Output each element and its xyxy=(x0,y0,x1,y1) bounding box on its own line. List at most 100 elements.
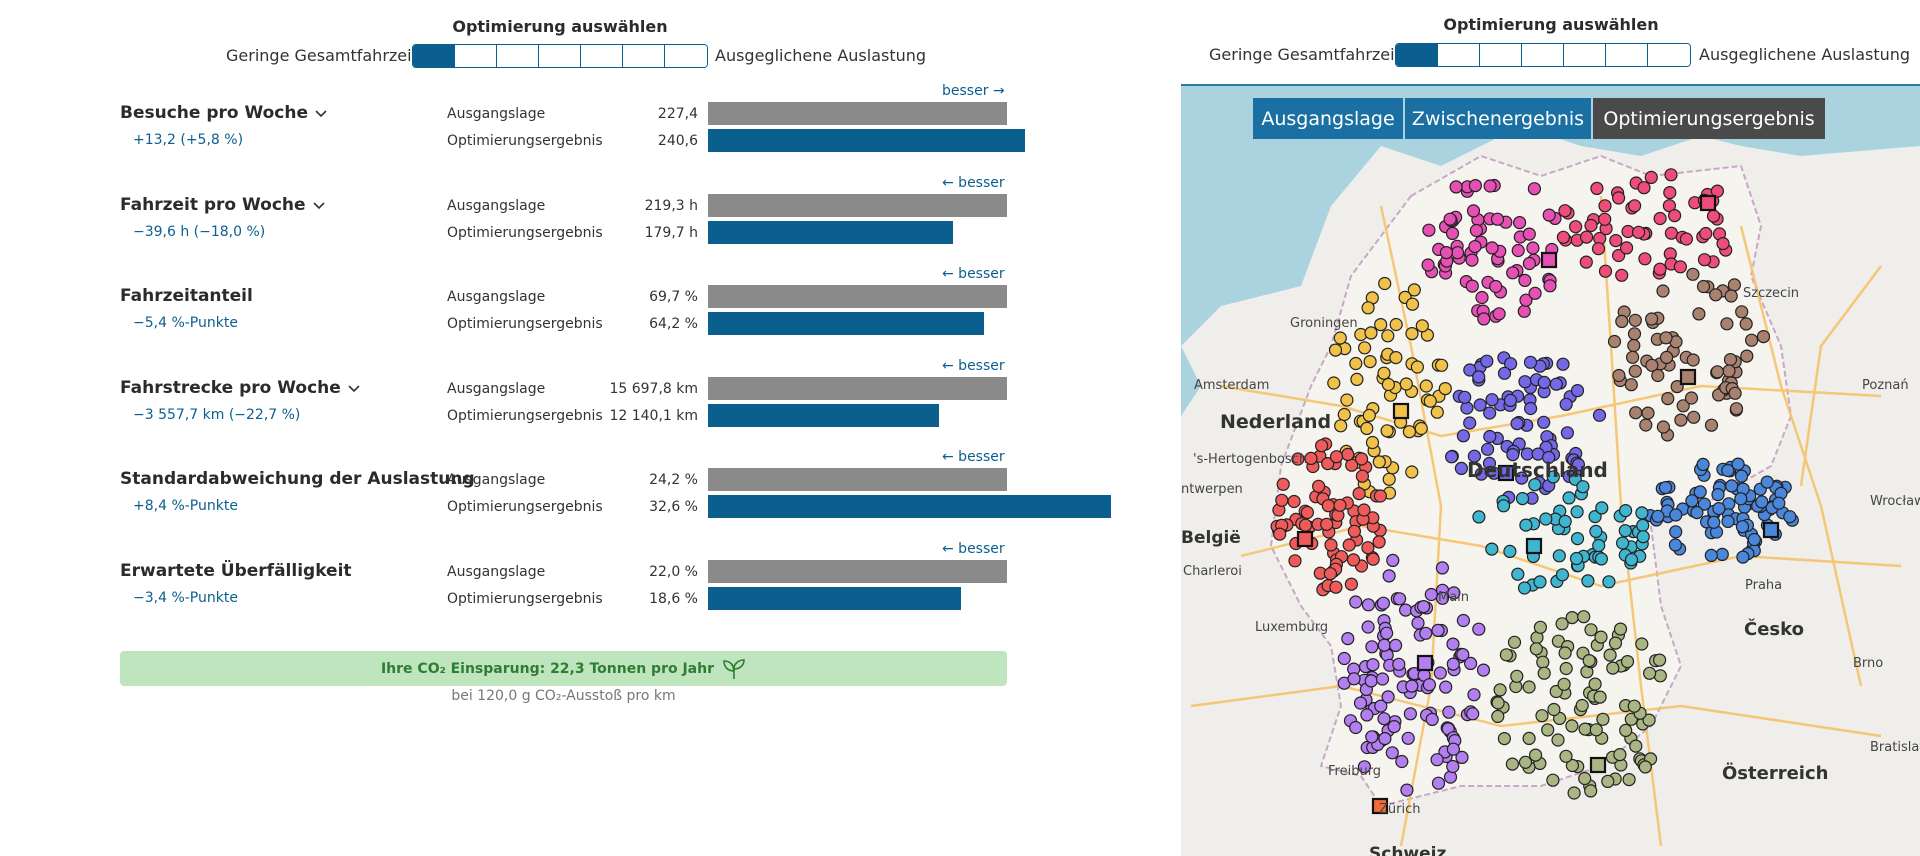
optimization-step[interactable] xyxy=(1438,44,1480,66)
customer-point xyxy=(1422,678,1436,692)
customer-point xyxy=(1638,760,1652,774)
optimization-step[interactable] xyxy=(1480,44,1522,66)
map-button-optimierungsergebnis[interactable]: Optimierungsergebnis xyxy=(1593,98,1825,139)
optimization-step[interactable] xyxy=(1564,44,1606,66)
customer-point xyxy=(1687,410,1701,424)
customer-point xyxy=(1569,551,1584,566)
sea-area xyxy=(1181,86,1920,346)
customer-point xyxy=(1451,246,1465,260)
customer-point xyxy=(1399,377,1413,391)
customer-point xyxy=(1454,461,1468,475)
optimization-step[interactable] xyxy=(665,45,707,67)
metric-title: Erwartete Überfälligkeit xyxy=(120,561,352,581)
depot-marker[interactable] xyxy=(1392,402,1410,420)
customer-point xyxy=(1740,349,1754,363)
customer-point xyxy=(1372,535,1386,549)
customer-point xyxy=(1446,637,1460,651)
base-bar xyxy=(708,193,1007,217)
depot-marker[interactable] xyxy=(1497,464,1515,482)
optimization-step[interactable] xyxy=(1396,44,1438,66)
depot-marker[interactable] xyxy=(1371,797,1389,815)
customer-point xyxy=(1473,398,1487,412)
customer-point xyxy=(1355,469,1369,483)
optimization-step[interactable] xyxy=(1522,44,1564,66)
customer-point xyxy=(1389,351,1403,365)
depot-marker[interactable] xyxy=(1589,756,1607,774)
map-button-ausgangslage[interactable]: Ausgangslage xyxy=(1253,98,1403,139)
customer-points xyxy=(1270,168,1799,800)
map-button-zwischenergebnis[interactable]: Zwischenergebnis xyxy=(1405,98,1591,139)
optimization-step[interactable] xyxy=(413,45,455,67)
depot-marker[interactable] xyxy=(1296,530,1314,548)
customer-point xyxy=(1497,499,1511,513)
customer-point xyxy=(1760,475,1774,489)
map-canvas[interactable] xyxy=(1181,86,1920,856)
depot-marker[interactable] xyxy=(1699,194,1717,212)
customer-point xyxy=(1288,554,1302,568)
customer-point xyxy=(1645,312,1659,326)
customer-point xyxy=(1569,220,1583,234)
customer-point xyxy=(1570,505,1584,519)
customer-point xyxy=(1363,355,1377,369)
customer-point xyxy=(1636,518,1650,532)
customer-point xyxy=(1620,654,1635,669)
optimization-step[interactable] xyxy=(455,45,497,67)
customer-point xyxy=(1490,212,1505,226)
metric-title[interactable]: Fahrstrecke pro Woche xyxy=(120,378,361,398)
optimization-step[interactable] xyxy=(623,45,665,67)
customer-point xyxy=(1669,508,1683,522)
chevron-down-icon[interactable] xyxy=(312,198,326,212)
metric-title[interactable]: Fahrzeit pro Woche xyxy=(120,195,326,215)
customer-point xyxy=(1435,561,1449,575)
customer-point xyxy=(1639,418,1653,432)
depot-marker[interactable] xyxy=(1416,654,1434,672)
base-bar xyxy=(708,468,1007,491)
customer-point xyxy=(1463,363,1477,377)
customer-point xyxy=(1704,548,1718,562)
optimization-step[interactable] xyxy=(1648,44,1690,66)
customer-point xyxy=(1364,326,1378,340)
customer-point xyxy=(1696,457,1710,471)
customer-point xyxy=(1489,279,1503,294)
customer-point xyxy=(1442,705,1456,719)
map-label-antwerpen: ntwerpen xyxy=(1181,482,1243,497)
customer-point xyxy=(1497,366,1512,380)
optimization-step[interactable] xyxy=(539,45,581,67)
depot-marker[interactable] xyxy=(1679,368,1697,386)
map-optimization-slider[interactable] xyxy=(1395,43,1691,67)
customer-point xyxy=(1405,465,1419,479)
customer-point xyxy=(1615,314,1629,328)
depot-marker[interactable] xyxy=(1540,251,1558,269)
row-label-base: Ausgangslage xyxy=(447,380,546,397)
customer-point xyxy=(1582,653,1596,668)
metric-title[interactable]: Besuche pro Woche xyxy=(120,103,328,123)
customer-point xyxy=(1653,262,1667,276)
customer-point xyxy=(1551,733,1565,747)
customer-point xyxy=(1685,494,1699,508)
row-label-opt: Optimierungsergebnis xyxy=(447,224,603,241)
customer-point xyxy=(1411,616,1425,630)
territory-map[interactable]: Ausgangslage Zwischenergebnis Optimierun… xyxy=(1181,84,1920,856)
customer-point xyxy=(1467,449,1481,463)
optimization-step[interactable] xyxy=(1606,44,1648,66)
depot-marker[interactable] xyxy=(1762,521,1780,539)
customer-point xyxy=(1626,350,1640,364)
customer-point xyxy=(1642,713,1656,727)
customer-point xyxy=(1575,698,1589,713)
chevron-down-icon[interactable] xyxy=(347,381,361,395)
customer-point xyxy=(1275,493,1289,507)
customer-point xyxy=(1613,747,1627,762)
metric-delta: −3,4 %-Punkte xyxy=(133,589,238,606)
customer-point xyxy=(1405,297,1420,311)
depot-marker[interactable] xyxy=(1525,537,1543,555)
customer-point xyxy=(1710,365,1725,379)
optimization-step[interactable] xyxy=(581,45,623,67)
customer-point xyxy=(1360,708,1374,722)
customer-point xyxy=(1465,253,1479,267)
optimization-step[interactable] xyxy=(497,45,539,67)
chevron-down-icon[interactable] xyxy=(314,106,328,120)
optimization-slider[interactable] xyxy=(412,44,708,68)
customer-point xyxy=(1456,429,1470,443)
customer-point xyxy=(1419,626,1433,640)
row-label-base: Ausgangslage xyxy=(447,563,546,580)
